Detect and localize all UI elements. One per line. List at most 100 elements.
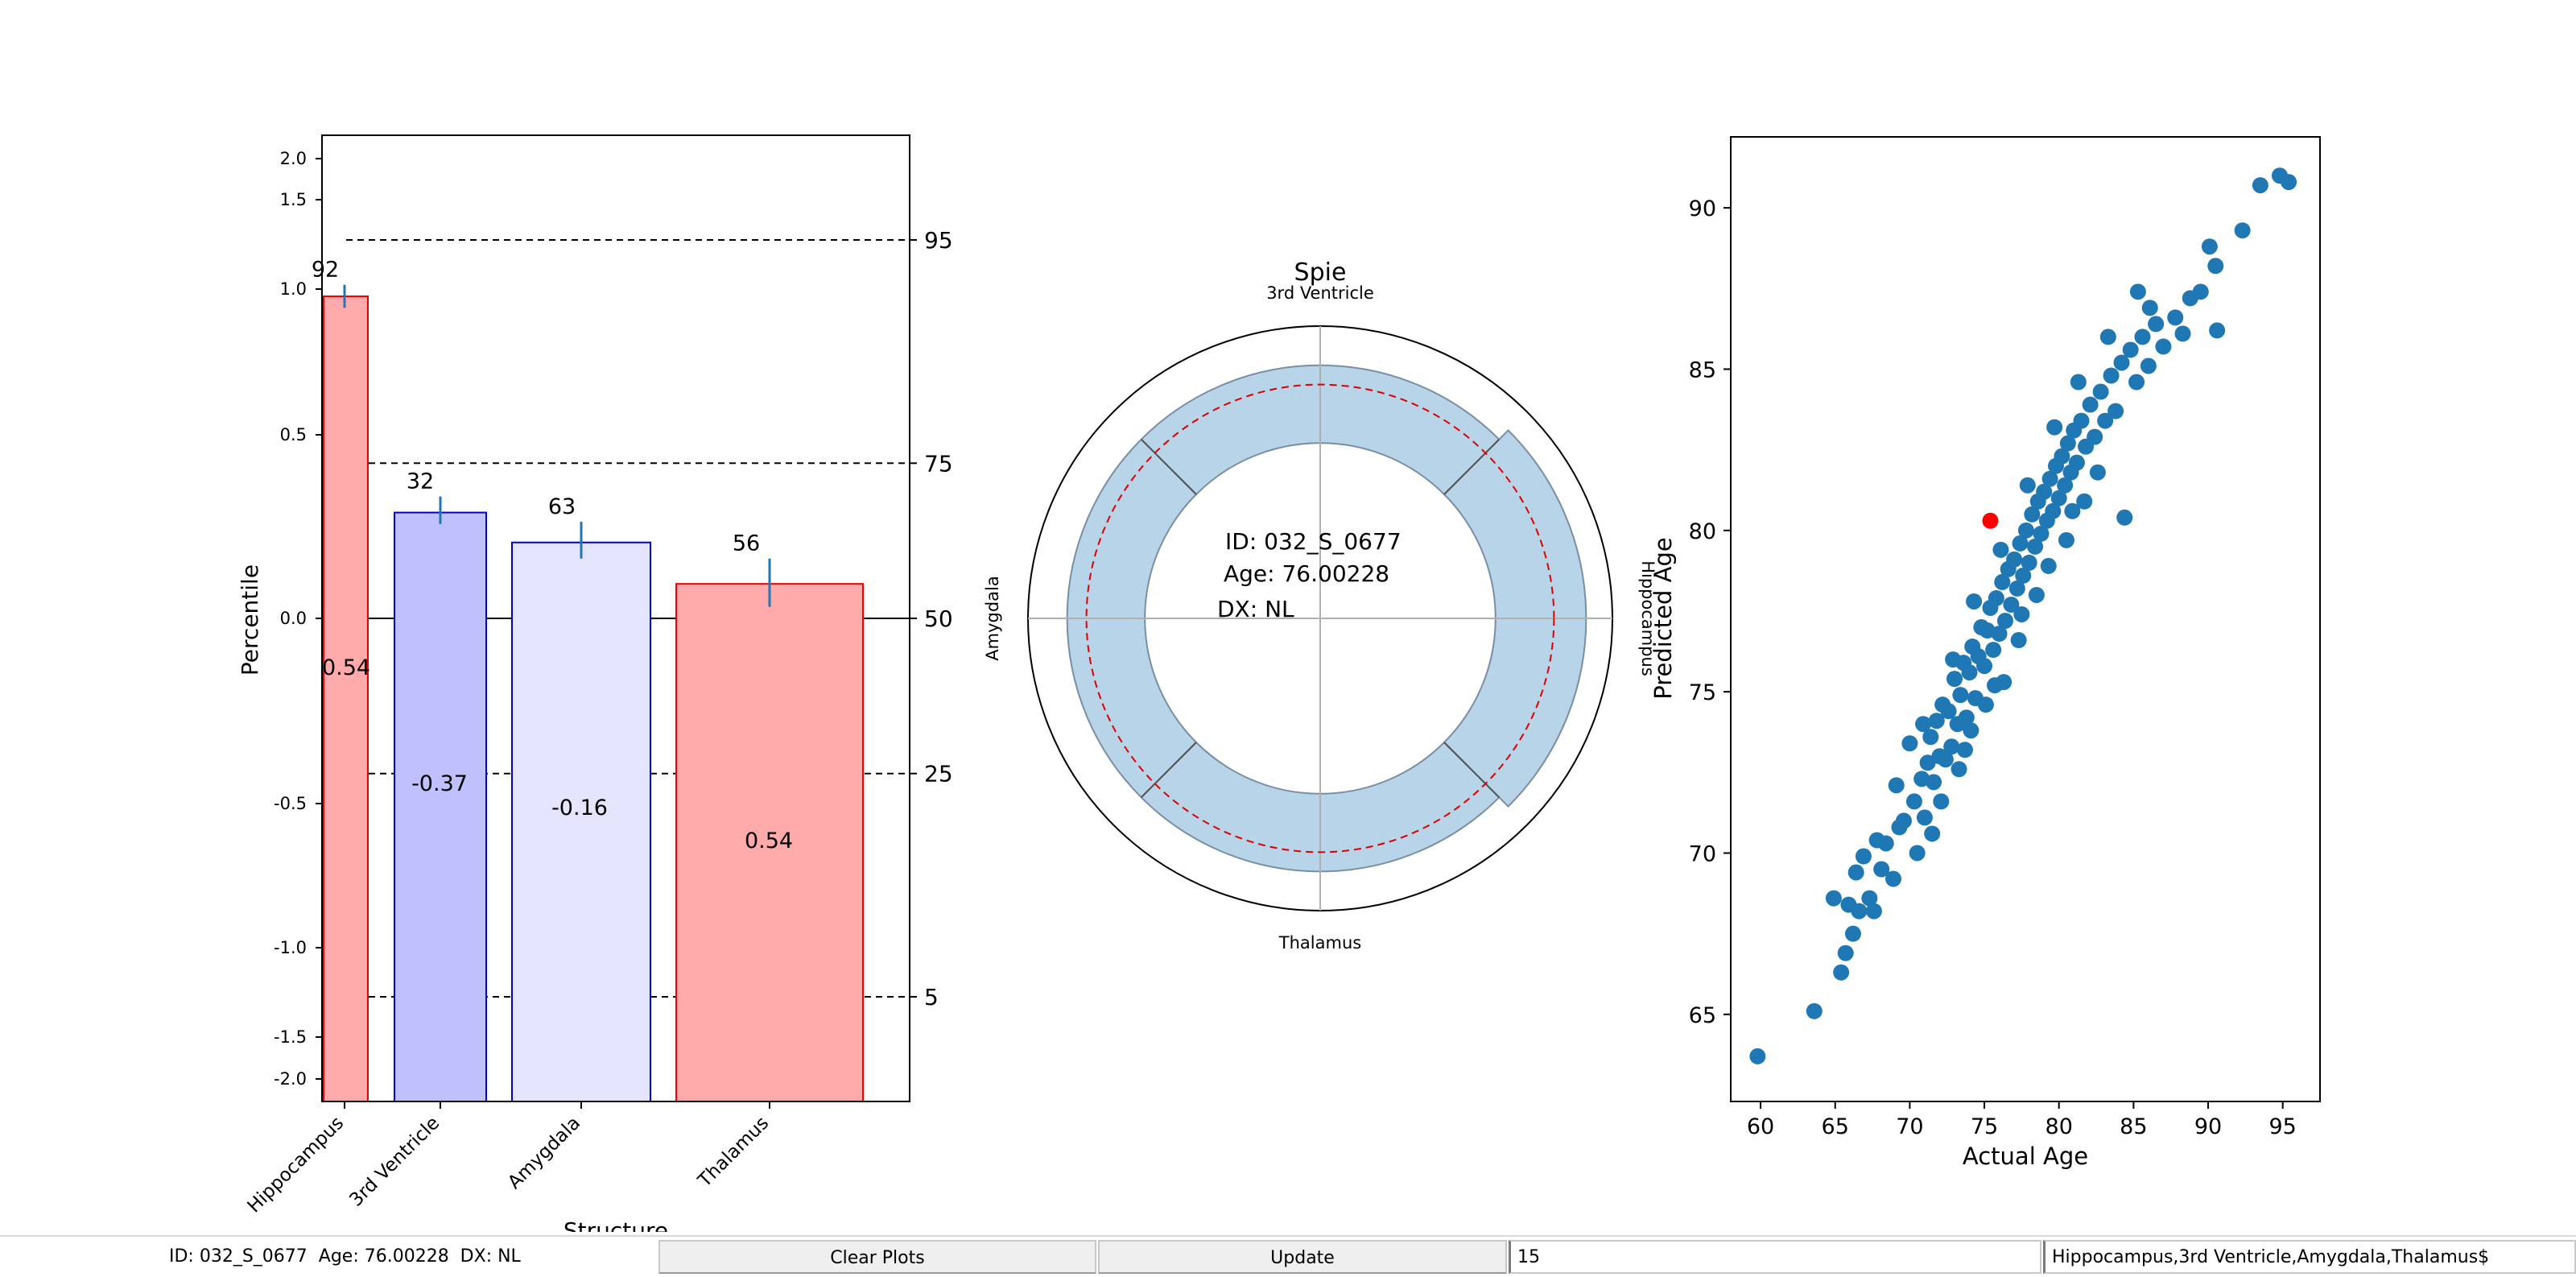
polar-sector-divider (1443, 439, 1500, 495)
polar-info-dx: DX: NL (1217, 596, 1294, 622)
scatter-point (1994, 573, 2011, 590)
bar-chart-right-ticks: 5 25 50 75 95 (910, 227, 953, 1010)
y-tick-label: -2.0 (274, 1069, 307, 1089)
scatter-chart: 60 65 70 75 80 85 90 95 65 70 75 80 85 90 Actual Age… (1649, 136, 2321, 1170)
bar-chart-y-ticks: -2.0 -1.5 -1.0 -0.5 0.0 0.5 1.0 1.5 2.0 (274, 149, 322, 1089)
percentile-label: 56 (733, 531, 760, 556)
update-button[interactable]: Update (1098, 1240, 1507, 1274)
scatter-point (1961, 664, 1978, 681)
scatter-y-tick-label: 90 (1689, 196, 1716, 221)
scatter-point (1966, 593, 1983, 610)
scatter-point (2059, 435, 2076, 452)
scatter-point (1937, 751, 1954, 768)
polar-label-3rd-ventricle: 3rd Ventricle (1266, 283, 1374, 303)
scatter-point (2209, 322, 2226, 339)
scatter-y-tick-label: 75 (1689, 680, 1716, 705)
clear-plots-button[interactable]: Clear Plots (658, 1240, 1096, 1274)
scatter-point (1977, 696, 1994, 713)
scatter-y-ticks: 65 70 75 80 85 90 (1689, 196, 1731, 1028)
scatter-point (2281, 174, 2297, 191)
scatter-point (1958, 709, 1975, 726)
scatter-point (2027, 538, 2044, 555)
scatter-point (1905, 793, 1922, 810)
scatter-point (2122, 341, 2139, 358)
scatter-x-ticks: 60 65 70 75 80 85 90 95 (1747, 1101, 2297, 1139)
scatter-point (1868, 832, 1885, 849)
bar-chart-error-bars (343, 284, 771, 607)
scatter-point (1976, 658, 1993, 675)
scatter-point (2019, 477, 2036, 494)
scatter-point (2003, 596, 2020, 613)
structures-input[interactable] (2043, 1240, 2576, 1274)
scatter-point (1933, 793, 1950, 810)
scatter-point (1951, 761, 1967, 778)
scatter-point (2140, 357, 2157, 374)
y-tick-label: -0.5 (274, 794, 307, 813)
scatter-point (1865, 903, 1882, 920)
scatter-point (2024, 506, 2041, 523)
scatter-point (2082, 396, 2099, 413)
scatter-point (1885, 870, 1901, 887)
scatter-point (1956, 742, 1973, 758)
scatter-x-tick-label: 60 (1747, 1114, 1774, 1139)
scatter-point (1926, 774, 1942, 791)
scatter-point (2036, 483, 2053, 500)
scatter-y-tick-label: 70 (1689, 841, 1716, 866)
scatter-point (1855, 848, 1872, 865)
status-text: ID: 032_S_0677 Age: 76.00228 DX: NL (169, 1246, 521, 1267)
scatter-point (2113, 354, 2130, 371)
right-tick-label: 5 (924, 984, 939, 1010)
bar-chart-data-labels: 92 0.54 32 -0.37 63 -0.16 56 0.54 (312, 258, 793, 853)
scatter-point (2076, 493, 2093, 510)
scatter-x-tick-label: 80 (2046, 1114, 2073, 1139)
scatter-point (2033, 525, 2050, 542)
count-input[interactable] (1509, 1240, 2041, 1274)
scatter-point (2134, 329, 2151, 345)
scatter-point (2058, 531, 2074, 548)
scatter-point (1987, 677, 2004, 694)
scatter-point (1924, 825, 1941, 842)
scatter-point (2057, 477, 2074, 494)
bar-hippocampus (323, 295, 369, 1102)
scatter-x-label: Actual Age (1963, 1143, 2088, 1170)
percentile-label: 92 (312, 258, 339, 283)
y-tick-label: -1.5 (274, 1027, 307, 1047)
scatter-point (2234, 222, 2251, 239)
scatter-point (2097, 412, 2114, 429)
scatter-point (2128, 374, 2145, 391)
x-tick-label: Hippocampus (244, 1113, 349, 1217)
scatter-point (1946, 671, 1963, 688)
zscore-label: 0.54 (322, 655, 370, 680)
scatter-point (1945, 651, 1962, 668)
scatter-point (1851, 903, 1868, 920)
scatter-y-tick-label: 65 (1689, 1003, 1716, 1028)
y-tick-label: 2.0 (280, 149, 307, 168)
polar-sector-divider (1141, 439, 1197, 495)
scatter-point (2155, 338, 2172, 355)
scatter-point (1837, 944, 1854, 961)
y-tick-label: 1.0 (280, 279, 307, 299)
polar-chart: Spie 3rd Ventricle Amygdala Thalamus Hip… (983, 258, 1657, 953)
y-tick-label: 0.0 (280, 609, 307, 628)
scatter-point (2017, 522, 2034, 539)
scatter-x-tick-label: 75 (1971, 1114, 1998, 1139)
scatter-point (2046, 419, 2063, 436)
scatter-points (1749, 167, 2297, 1064)
bar-chart-x-label: Structure (564, 1217, 668, 1232)
scatter-point (1922, 729, 1939, 746)
scatter-point (2006, 551, 2023, 568)
scatter-x-tick-label: 95 (2268, 1114, 2296, 1139)
x-tick-label: Amygdala (504, 1113, 584, 1193)
scatter-point (2116, 509, 2133, 526)
scatter-point (2028, 586, 2045, 603)
scatter-x-tick-label: 65 (1822, 1114, 1849, 1139)
scatter-point (2073, 412, 2090, 429)
polar-info-id: ID: 032_S_0677 (1225, 528, 1402, 555)
control-strip: ID: 032_S_0677 Age: 76.00228 DX: NL Clea… (0, 1235, 2576, 1277)
scatter-frame (1730, 136, 2321, 1102)
scatter-point (2103, 367, 2120, 384)
scatter-point (2092, 383, 2109, 400)
scatter-point (1847, 864, 1864, 881)
